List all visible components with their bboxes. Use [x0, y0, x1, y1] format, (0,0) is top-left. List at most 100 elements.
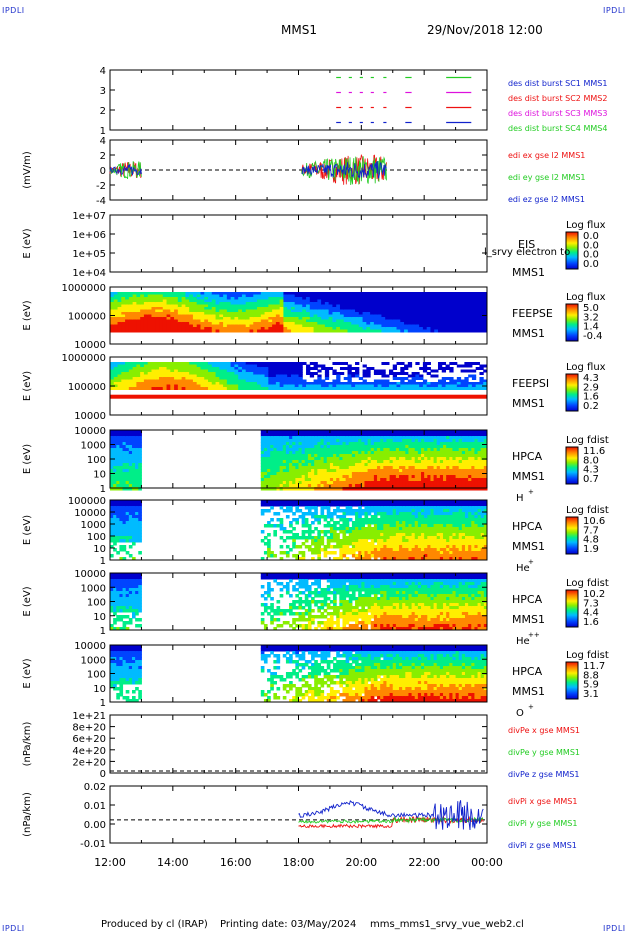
spectrogram-cell [336, 521, 340, 525]
spectrogram-cell [263, 503, 268, 507]
spectrogram-cell [437, 314, 443, 318]
spectrogram-cell [471, 327, 477, 330]
spectrogram-cell [361, 512, 365, 516]
spectrogram-cell [348, 448, 353, 452]
spectrogram-cell [181, 309, 186, 313]
spectrogram-cell [223, 329, 228, 333]
spectrogram-cell [263, 451, 268, 455]
spectrogram-cell [117, 369, 122, 373]
spectrogram-cell [264, 292, 269, 295]
spectrogram-cell [125, 327, 130, 330]
spectrogram-cell [208, 314, 213, 318]
spectrogram-cell [196, 322, 201, 325]
spectrogram-cell [140, 297, 145, 300]
spectrogram-cell [185, 377, 190, 380]
spectrogram-cell [313, 324, 318, 328]
spectrogram-cell [226, 297, 232, 300]
spectrogram-cell [279, 322, 284, 325]
spectrogram-cell [355, 530, 359, 534]
spectrogram-cell [279, 362, 284, 365]
panel-edi-y-tick-label: -2 [96, 181, 106, 192]
spectrogram-cell [208, 322, 213, 325]
spectrogram-cell [140, 304, 145, 308]
spectrogram-cell [366, 294, 371, 298]
spectrogram-cell [306, 314, 311, 318]
spectrogram-cell [155, 317, 160, 320]
spectrogram-cell [117, 304, 122, 308]
spectrogram-cell [455, 463, 460, 467]
spectrogram-cell [147, 307, 152, 310]
spectrogram-cell [367, 454, 372, 458]
spectrogram-cell [138, 460, 142, 464]
spectrogram-cell [285, 463, 290, 467]
spectrogram-cell [125, 524, 130, 528]
spectrogram-cell [131, 530, 136, 534]
spectrogram-cell [464, 317, 469, 320]
spectrogram-cell [421, 463, 425, 467]
spectrogram-cell [189, 382, 194, 385]
spectrogram-cell [348, 430, 353, 434]
spectrogram-cell [306, 382, 311, 385]
spectrogram-cell [121, 304, 126, 308]
spectrogram-cell [434, 382, 439, 385]
spectrogram-cell [370, 294, 375, 298]
spectrogram-cell [309, 292, 315, 295]
spectrogram-cell [339, 442, 343, 446]
spectrogram-cell [348, 512, 353, 516]
spectrogram-cell [324, 324, 330, 328]
spectrogram-cell [294, 314, 299, 318]
spectrogram-cell [402, 457, 406, 461]
spectrogram-cell [430, 312, 435, 315]
spectrogram-cell [395, 454, 400, 458]
spectrogram-cell [465, 457, 469, 461]
spectrogram-cell [332, 379, 337, 383]
spectrogram-cell [317, 314, 322, 318]
spectrogram-cell [430, 439, 435, 443]
spectrogram-cell [192, 369, 198, 373]
spectrogram-cell [426, 309, 431, 313]
spectrogram-cell [314, 481, 318, 485]
spectrogram-cell [234, 327, 239, 330]
spectrogram-cell [143, 382, 149, 385]
spectrogram-cell [320, 539, 325, 543]
spectrogram-cell [219, 327, 224, 330]
spectrogram-cell [238, 299, 243, 303]
spectrogram-cell [477, 451, 482, 455]
spectrogram-cell [264, 304, 269, 308]
spectrogram-cell [321, 382, 326, 385]
datetime-title: 29/Nov/2018 12:00 [427, 23, 543, 37]
spectrogram-cell [181, 317, 186, 320]
spectrogram-cell [464, 299, 469, 303]
spectrogram-cell [257, 317, 262, 320]
spectrogram-cell [174, 324, 179, 328]
spectrogram-cell [128, 362, 134, 365]
spectrogram-cell [285, 475, 290, 479]
spectrogram-cell [151, 302, 156, 305]
spectrogram-cell [458, 487, 463, 491]
spectrogram-cell [285, 439, 290, 443]
spectrogram-cell [260, 372, 266, 375]
spectrogram-cell [336, 377, 341, 380]
spectrogram-cell [241, 314, 247, 318]
spectrogram-cell [204, 309, 209, 313]
spectrogram-cell [245, 374, 250, 378]
spectrogram-cell [452, 487, 457, 491]
spectrogram-cell [436, 439, 441, 443]
spectrogram-cell [290, 364, 296, 368]
spectrogram-cell [333, 481, 337, 485]
spectrogram-cell [113, 297, 119, 300]
spectrogram-cell [159, 327, 164, 330]
spectrogram-cell [320, 466, 325, 470]
spectrogram-cell [449, 322, 454, 325]
spectrogram-cell [455, 475, 460, 479]
spectrogram-cell [208, 304, 213, 308]
spectrogram-cell [479, 319, 484, 323]
spectrogram-cell [313, 327, 318, 330]
spectrogram-cell [311, 512, 315, 516]
spectrogram-cell [415, 324, 420, 328]
spectrogram-cell [285, 536, 290, 540]
spectrogram-cell [434, 384, 439, 388]
spectrogram-cell [477, 478, 482, 482]
spectrogram-cell [238, 372, 243, 375]
spectrogram-cell [306, 369, 311, 373]
